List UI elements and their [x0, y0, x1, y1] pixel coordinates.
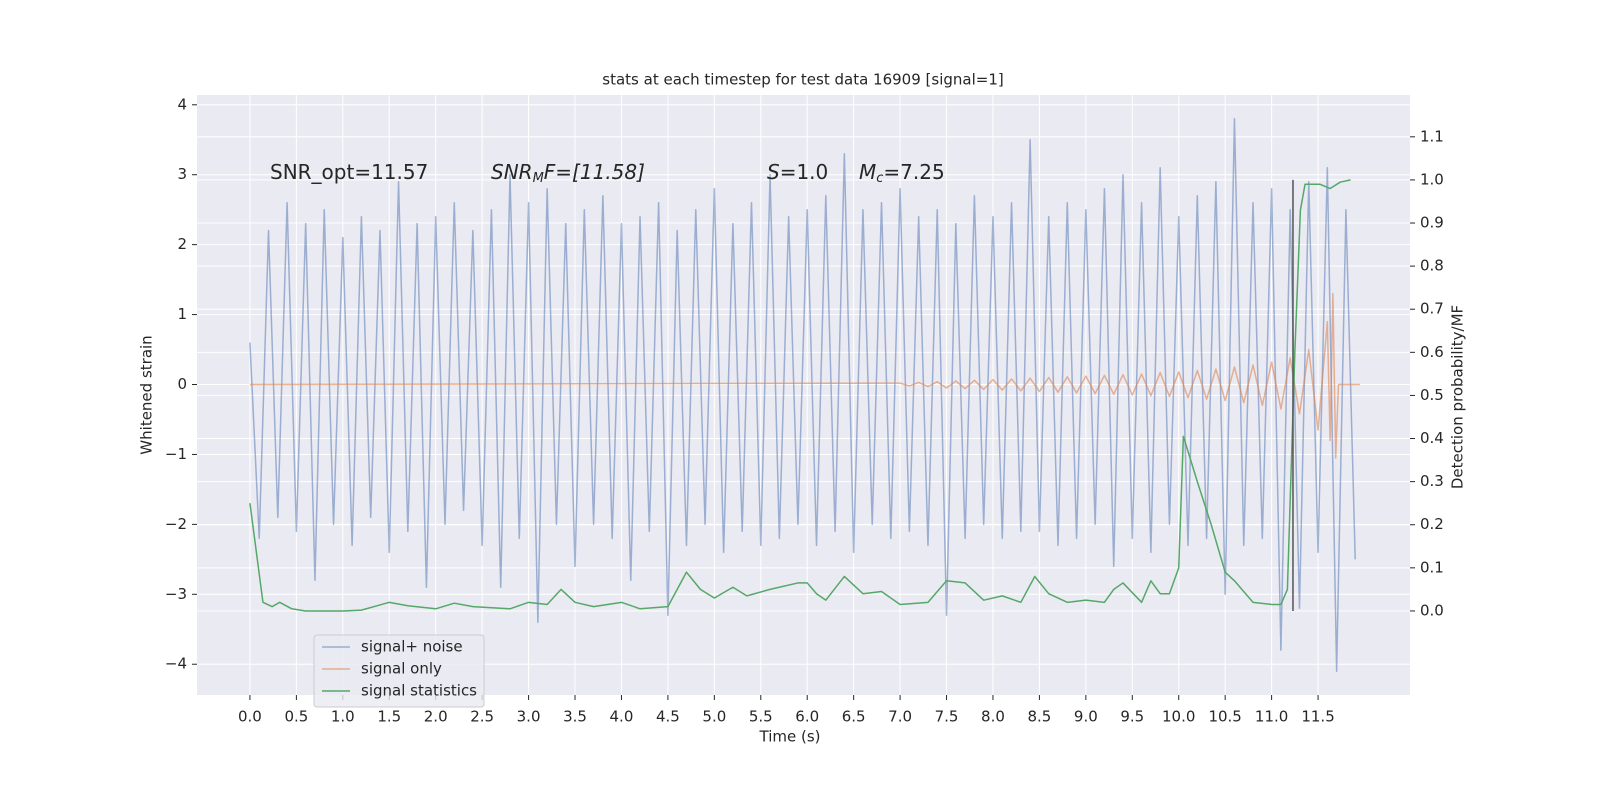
y-tick-label: −2	[165, 515, 187, 533]
axes: 0.0 0.5 1.0 1.5 2.0 2.5 3.0 3.5 4.0 4.5 5.0 5.5 6.0 6…	[165, 95, 1444, 725]
annotation-text: M	[859, 160, 876, 184]
y2-tick-label: 0.3	[1420, 472, 1444, 490]
y-tick-label: −1	[165, 445, 187, 463]
legend-label: signal only	[361, 660, 442, 678]
x-tick-label: 5.5	[749, 708, 773, 726]
legend-box	[313, 634, 485, 708]
x-tick-label: 10.0	[1162, 708, 1195, 726]
y2-tick-label: 0.6	[1420, 343, 1444, 361]
x-tick-label: 0.0	[238, 708, 262, 726]
legend: signal+ noise signal only signal statistic…	[313, 634, 485, 708]
y-tick-label: −4	[165, 655, 187, 673]
x-tick-label: 4.0	[610, 708, 634, 726]
y-tick-label: 0	[177, 375, 187, 393]
x-tick-label: 1.0	[331, 708, 355, 726]
y-tick-label: 4	[177, 95, 187, 113]
x-tick-label: 7.0	[888, 708, 912, 726]
y-tick-label: 2	[177, 235, 187, 253]
annotation: SNR_opt=11.57	[270, 160, 428, 184]
y2-tick-label: 0.9	[1420, 214, 1444, 232]
x-tick-label: 10.5	[1208, 708, 1241, 726]
x-tick-label: 0.5	[284, 708, 308, 726]
marks	[249, 118, 1360, 672]
y2-tick-label: 0.0	[1420, 601, 1444, 619]
y2-tick-label: 0.7	[1420, 300, 1444, 318]
annotation-text: =7.25	[883, 160, 944, 184]
x-axis-label: Time (s)	[759, 728, 821, 746]
series-line	[249, 179, 1351, 612]
annotation: Mc=7.25	[859, 160, 945, 186]
x-tick-label: 6.0	[795, 708, 819, 726]
y2-axis-label: Detection probability/MF	[1449, 305, 1467, 489]
series-line	[249, 118, 1356, 672]
x-tick-label: 8.5	[1027, 708, 1051, 726]
annotation-text: SNR_opt=11.57	[270, 160, 428, 184]
x-tick-label: 9.0	[1074, 708, 1098, 726]
grid	[197, 95, 1410, 695]
annotation: S=1.0	[767, 160, 828, 184]
x-tick-label: 6.5	[842, 708, 866, 726]
x-tick-label: 5.0	[702, 708, 726, 726]
annotation: SNRMF=[11.58]	[491, 160, 645, 186]
y2-tick-label: 0.8	[1420, 257, 1444, 275]
y2-tick-label: 0.4	[1420, 429, 1444, 447]
x-tick-label: 2.5	[470, 708, 494, 726]
x-tick-label: 3.0	[517, 708, 541, 726]
y2-tick-label: 0.1	[1420, 558, 1444, 576]
legend-label: signal+ noise	[361, 638, 463, 656]
x-tick-label: 2.0	[424, 708, 448, 726]
x-tick-label: 7.5	[935, 708, 959, 726]
y-axis-label: Whitened strain	[138, 335, 156, 454]
annotation-text: F=[11.58]	[544, 160, 645, 184]
x-tick-label: 11.0	[1255, 708, 1288, 726]
y-tick-label: 1	[177, 305, 187, 323]
y2-tick-label: 1.1	[1420, 127, 1444, 145]
chart-title: stats at each timestep for test data 169…	[602, 71, 1003, 89]
y-tick-label: 3	[177, 165, 187, 183]
x-tick-label: 9.5	[1120, 708, 1144, 726]
annotation-text: S	[767, 160, 780, 184]
annotation-text: =1.0	[780, 160, 829, 184]
annotation-text: M	[533, 171, 544, 186]
y2-tick-label: 0.2	[1420, 515, 1444, 533]
annotation-text: SNR	[491, 160, 533, 184]
y2-tick-label: 0.5	[1420, 386, 1444, 404]
annotation-text: c	[876, 171, 883, 186]
x-tick-label: 8.0	[981, 708, 1005, 726]
y2-tick-label: 1.0	[1420, 170, 1444, 188]
x-tick-label: 3.5	[563, 708, 587, 726]
x-tick-label: 1.5	[377, 708, 401, 726]
y-tick-label: −3	[165, 585, 187, 603]
x-tick-label: 11.5	[1301, 708, 1334, 726]
x-tick-label: 4.5	[656, 708, 680, 726]
legend-label: signal statistics	[361, 682, 477, 700]
